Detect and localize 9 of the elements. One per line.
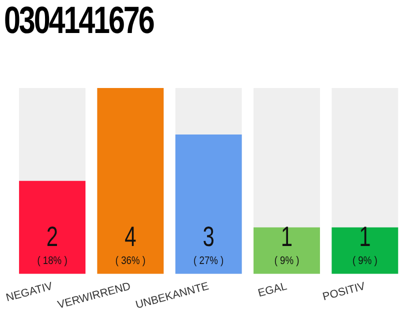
data-label: 4 ( 36% ) xyxy=(115,222,146,268)
x-tick-label: POSITIV xyxy=(321,280,368,304)
chart-title: 0304141676 xyxy=(4,0,154,43)
data-label: 1 ( 9% ) xyxy=(352,222,378,268)
x-tick-label: EGAL xyxy=(256,280,288,300)
data-label: 1 ( 9% ) xyxy=(274,222,300,268)
data-label: 3 ( 27% ) xyxy=(194,222,224,268)
data-label: 2 ( 18% ) xyxy=(37,222,68,268)
bar xyxy=(254,227,320,274)
